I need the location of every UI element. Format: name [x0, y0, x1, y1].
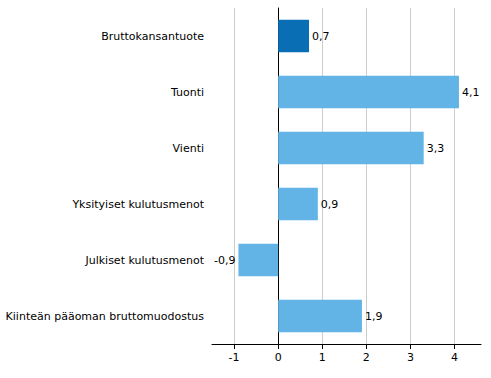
- svg-text:2: 2: [363, 351, 370, 364]
- svg-text:Yksityiset kulutusmenot: Yksityiset kulutusmenot: [71, 198, 204, 211]
- svg-text:0: 0: [275, 351, 282, 364]
- svg-text:Bruttokansantuote: Bruttokansantuote: [101, 30, 204, 43]
- svg-text:Julkiset kulutusmenot: Julkiset kulutusmenot: [84, 254, 204, 267]
- svg-text:4,1: 4,1: [462, 86, 480, 99]
- svg-text:1: 1: [319, 351, 326, 364]
- svg-text:1,9: 1,9: [365, 310, 383, 323]
- svg-text:-1: -1: [229, 351, 240, 364]
- svg-text:Tuonti: Tuonti: [170, 86, 204, 99]
- svg-text:4: 4: [451, 351, 458, 364]
- svg-text:0,7: 0,7: [312, 30, 330, 43]
- svg-text:Kiinteän pääoman bruttomuodost: Kiinteän pääoman bruttomuodostus: [6, 310, 205, 323]
- svg-text:3,3: 3,3: [427, 142, 445, 155]
- svg-text:-0,9: -0,9: [214, 254, 235, 267]
- svg-text:Vienti: Vienti: [173, 142, 204, 155]
- svg-text:3: 3: [407, 351, 414, 364]
- svg-text:0,9: 0,9: [321, 198, 339, 211]
